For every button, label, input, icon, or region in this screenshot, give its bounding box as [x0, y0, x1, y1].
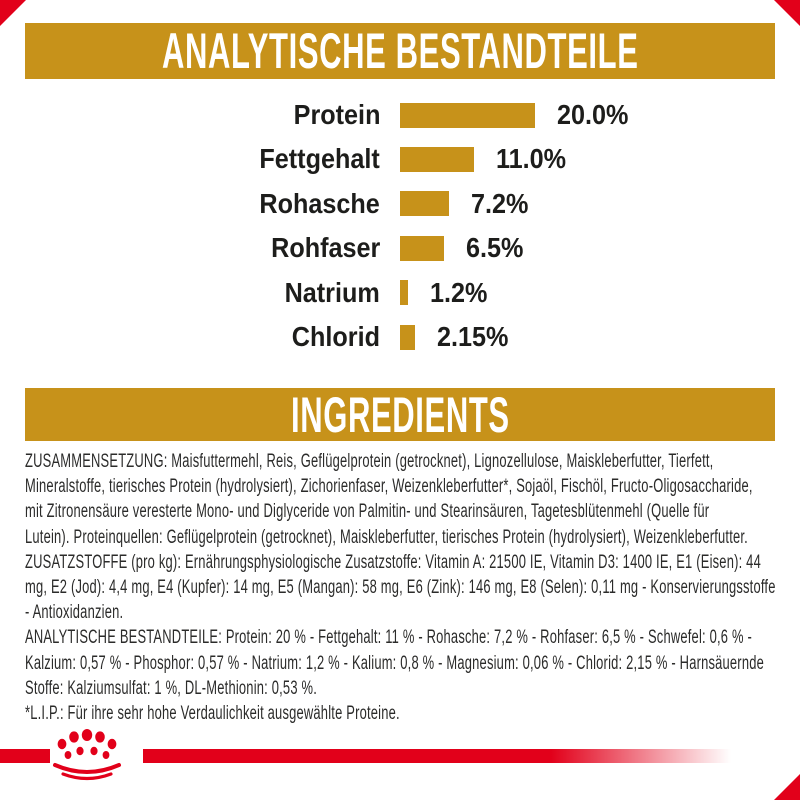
chart-category-label: Chlorid	[291, 321, 380, 352]
chart-category-label: Fettgehalt	[259, 143, 380, 175]
chart-row: Protein 20.0%	[0, 93, 800, 137]
chart-value-label: 11.0%	[496, 143, 567, 175]
chart-bar	[400, 191, 449, 217]
chart-category-label: Protein	[293, 99, 380, 130]
composition-paragraph: ZUSAMMENSETZUNG: Maisfuttermehl, Reis, G…	[25, 451, 753, 548]
analytical-header-title: ANALYTISCHE BESTANDTEILE	[161, 23, 639, 79]
corner-accent-top-left-icon	[0, 0, 26, 26]
corner-accent-bottom-right-icon	[774, 774, 800, 800]
ingredients-header-banner: INGREDIENTS	[25, 386, 775, 443]
chart-row: Natrium 1.2%	[0, 271, 800, 315]
corner-accent-top-right-icon	[774, 0, 800, 26]
analytical-header-banner: ANALYTISCHE BESTANDTEILE	[25, 23, 775, 79]
chart-category-label: Rohfaser	[270, 232, 380, 264]
chart-value-label: 6.5%	[465, 232, 524, 264]
chart-row: Fettgehalt 11.0%	[0, 137, 800, 181]
chart-bar	[400, 324, 415, 350]
brand-stripe-left	[0, 749, 50, 763]
chart-category-label: Natrium	[284, 276, 380, 308]
chart-value-label: 1.2%	[430, 276, 488, 308]
chart-bar	[400, 146, 475, 172]
additives-paragraph: ZUSATZSTOFFE (pro kg): Ernährungsphysiol…	[25, 551, 776, 624]
analytical-paragraph: ANALYTISCHE BESTANDTEILE: Protein: 20 % …	[25, 627, 764, 699]
chart-category-label: Rohasche	[259, 187, 380, 219]
chart-row: Chlorid 2.15%	[0, 315, 800, 359]
chart-bar	[400, 280, 409, 306]
lip-footnote: *L.I.P.: Für ihre sehr hohe Verdaulichke…	[25, 703, 400, 725]
ingredients-text-block: ZUSAMMENSETZUNG: Maisfuttermehl, Reis, G…	[25, 449, 787, 726]
chart-row: Rohfaser 6.5%	[0, 226, 800, 270]
brand-stripe-right	[143, 749, 743, 763]
chart-value-label: 2.15%	[436, 321, 508, 352]
ingredients-header-title: INGREDIENTS	[290, 386, 510, 443]
chart-bar	[400, 102, 535, 128]
chart-value-label: 7.2%	[470, 187, 529, 219]
chart-value-label: 20.0%	[557, 99, 629, 130]
chart-row: Rohasche 7.2%	[0, 182, 800, 226]
chart-bar	[400, 235, 444, 261]
royal-canin-crown-icon	[53, 729, 121, 781]
